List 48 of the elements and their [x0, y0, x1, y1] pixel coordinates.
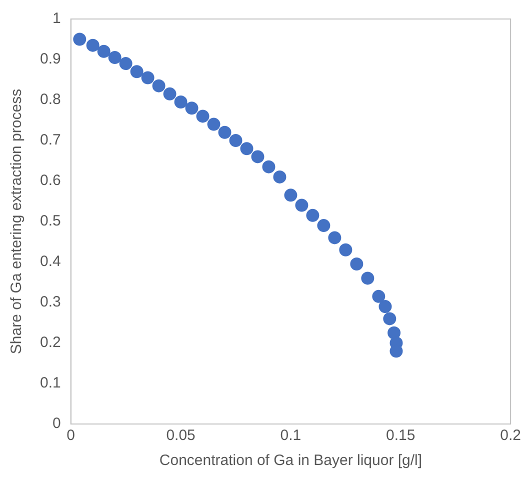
y-tick-label: 0.1 — [40, 374, 61, 392]
point — [262, 160, 276, 174]
y-tick-label: 0.7 — [40, 132, 61, 149]
point — [229, 134, 242, 147]
point — [130, 65, 144, 78]
y-tick-label: 0.3 — [40, 294, 61, 311]
y-tick-label: 0 — [52, 415, 61, 432]
x-axis-title: Concentration of Ga in Bayer liquor [g/l] — [159, 452, 422, 470]
point — [284, 188, 298, 202]
point — [163, 87, 176, 100]
point — [174, 96, 188, 109]
point — [185, 102, 198, 115]
point — [207, 118, 220, 131]
y-tick-label: 1 — [52, 10, 61, 28]
point — [383, 312, 396, 326]
x-tick-label: 0.2 — [500, 427, 522, 444]
x-tick-label: 0 — [66, 427, 76, 444]
point — [350, 258, 364, 271]
y-tick-label: 0.9 — [40, 50, 61, 68]
x-tick-label: 0.15 — [386, 427, 416, 444]
point — [372, 290, 386, 303]
y-tick-label: 0.6 — [40, 172, 61, 190]
point — [196, 110, 210, 123]
point — [317, 219, 330, 232]
point — [108, 50, 122, 64]
point — [218, 126, 232, 139]
point — [141, 71, 154, 84]
point — [378, 300, 392, 314]
point — [306, 208, 320, 222]
y-tick-label: 0.4 — [40, 253, 61, 270]
point — [86, 38, 100, 52]
point — [97, 44, 110, 58]
y-tick-label: 0.8 — [40, 91, 61, 108]
y-axis-title: Share of Ga entering extraction process — [8, 88, 26, 354]
point — [240, 142, 254, 156]
x-tick-label: 0.1 — [280, 427, 302, 444]
x-tick-label: 0.05 — [166, 427, 196, 444]
point — [295, 198, 308, 212]
point — [339, 243, 352, 256]
y-tick-label: 0.2 — [40, 334, 61, 352]
y-tick-label: 0.5 — [40, 212, 61, 230]
point — [152, 79, 166, 92]
point — [119, 57, 132, 70]
point — [328, 231, 342, 244]
point — [273, 170, 286, 184]
point — [361, 272, 374, 285]
point — [73, 32, 86, 46]
point — [251, 150, 264, 164]
